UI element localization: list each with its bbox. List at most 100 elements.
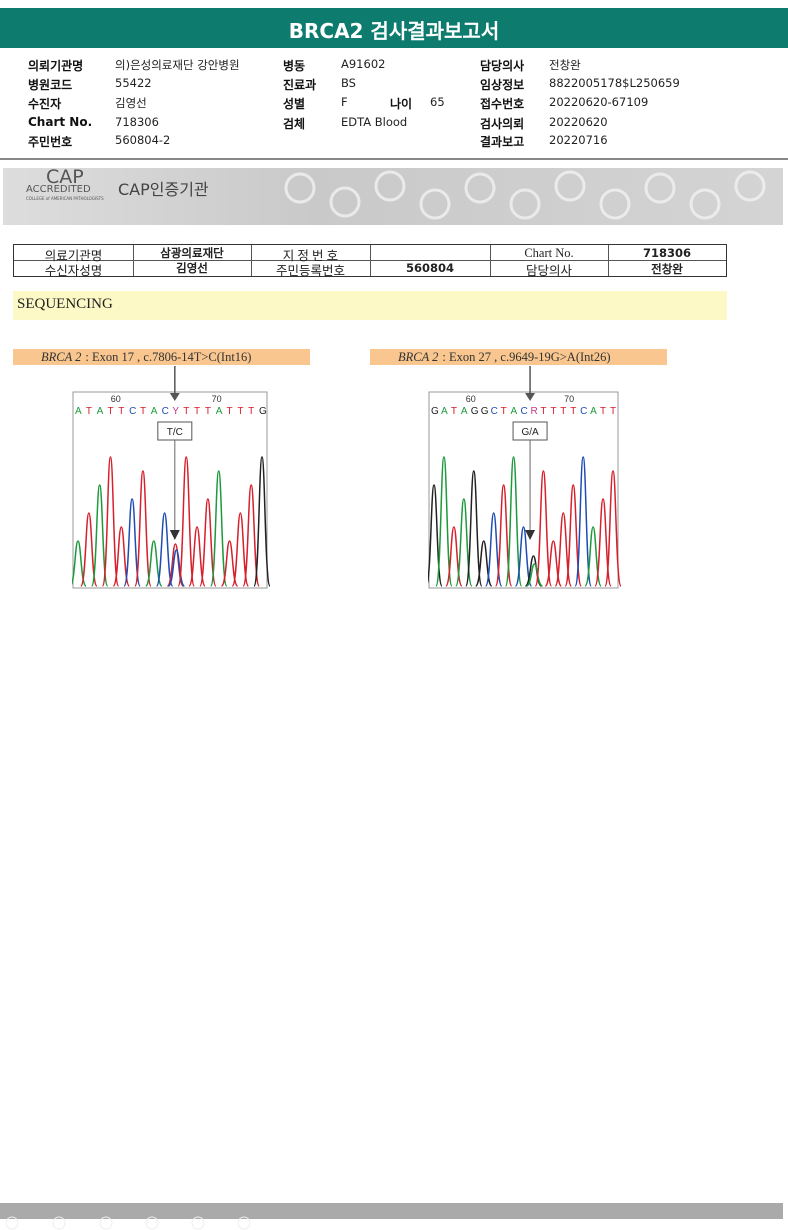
info-label: 검체 — [283, 117, 306, 131]
position-label: 60 — [111, 394, 121, 404]
base: T — [237, 406, 243, 417]
cell: 주민등록번호 — [275, 264, 345, 278]
base: T — [540, 406, 546, 417]
peak — [435, 456, 453, 587]
position-label: 70 — [564, 394, 574, 404]
cell: Chart No. — [524, 246, 574, 260]
base: T — [205, 406, 211, 417]
base: C — [580, 406, 587, 417]
cap-accredited: ACCREDITED — [26, 184, 91, 195]
info-value: 8822005178$L250659 — [549, 76, 680, 90]
info-label: 주민번호 — [28, 135, 73, 149]
base: G — [471, 406, 479, 417]
peak — [504, 456, 523, 587]
base: C — [521, 406, 528, 417]
peak — [80, 512, 98, 587]
chromatogram-frame — [72, 391, 268, 589]
peak — [231, 512, 250, 587]
base: C — [129, 406, 136, 417]
section-title: SEQUENCING — [17, 296, 113, 312]
cell: 지 정 번 호 — [282, 249, 339, 263]
base: T — [140, 406, 146, 417]
info-value: 전창완 — [549, 58, 581, 72]
base: T — [194, 406, 200, 417]
cell: 삼광의료재단 — [160, 246, 224, 260]
cell: 718306 — [642, 246, 691, 260]
peak — [526, 563, 543, 587]
info-value: BS — [341, 76, 356, 90]
cell: 의료기관명 — [44, 249, 103, 263]
base: T — [501, 406, 507, 417]
base: R — [530, 406, 537, 417]
peak — [101, 456, 120, 587]
peak — [188, 526, 206, 587]
base: T — [560, 406, 566, 417]
base: A — [97, 406, 104, 417]
col-line — [490, 245, 491, 276]
gene: BRCA 2 — [398, 350, 439, 364]
variant-bar: BRCA 2: Exon 17 , c.7806-14T>C(Int16) — [13, 349, 310, 365]
variant-description: : Exon 27 , c.9649-19G>A(Int26) — [442, 350, 611, 364]
info-label: 접수번호 — [480, 97, 525, 111]
info-label: 결과보고 — [480, 135, 525, 149]
peak — [534, 470, 553, 587]
gene: BRCA 2 — [41, 350, 82, 364]
base: A — [441, 406, 448, 417]
reference-table: 의료기관명 삼광의료재단 지 정 번 호 Chart No. 718306 수신… — [13, 244, 727, 278]
base: A — [216, 406, 223, 417]
call-label: G/A — [521, 427, 539, 438]
base: C — [162, 406, 169, 417]
cap-college: COLLEGE of AMERICAN PATHOLOGISTS — [26, 196, 104, 201]
cell: 560804 — [405, 261, 454, 275]
banner-pattern — [284, 170, 766, 220]
col-line — [608, 245, 609, 276]
peak — [155, 512, 174, 587]
peak — [112, 526, 131, 587]
base: G — [481, 406, 489, 417]
col-line — [370, 245, 371, 276]
pointer-head — [525, 530, 536, 540]
base: T — [600, 406, 606, 417]
info-value: 20220716 — [549, 133, 608, 147]
col-line — [251, 245, 252, 276]
base: T — [107, 406, 113, 417]
base: A — [75, 406, 82, 417]
cell: 수신자성명 — [44, 264, 103, 278]
peak — [514, 526, 533, 587]
info-value: EDTA Blood — [341, 115, 408, 129]
peak — [72, 540, 87, 587]
chromatogram: A T A T T C T A C Y T T T A T T T G60 70T/C — [72, 366, 270, 589]
peak — [199, 498, 217, 587]
peak — [465, 470, 483, 587]
peak — [604, 470, 621, 587]
base: T — [570, 406, 576, 417]
info-value: 55422 — [115, 76, 152, 90]
info-value: 20220620 — [549, 115, 608, 129]
peak — [123, 498, 141, 587]
info-label: 의뢰기관명 — [28, 59, 84, 73]
cap-logo: CAP — [46, 166, 84, 188]
peak — [177, 456, 195, 587]
position-label: 60 — [466, 394, 476, 404]
peak — [253, 456, 270, 587]
peak — [145, 540, 163, 587]
base: A — [511, 406, 518, 417]
base: T — [118, 406, 124, 417]
peak — [209, 470, 228, 587]
col-line — [133, 245, 134, 276]
base: T — [610, 406, 616, 417]
info-label: 수진자 — [28, 97, 62, 111]
info-label: 성별 — [283, 97, 306, 111]
header-bar — [0, 8, 788, 48]
peak — [90, 484, 109, 587]
info-label: 병원코드 — [28, 78, 73, 92]
position-label: 70 — [212, 394, 222, 404]
variant-description: : Exon 17 , c.7806-14T>C(Int16) — [85, 350, 252, 364]
peak — [134, 470, 152, 587]
info-label: 담당의사 — [480, 59, 525, 73]
chromatogram: G A T A G G C T A C R T T T T C A T T60 70G/A — [428, 366, 621, 589]
info-label: 검사의뢰 — [480, 117, 525, 131]
info-value: A91602 — [341, 57, 386, 71]
